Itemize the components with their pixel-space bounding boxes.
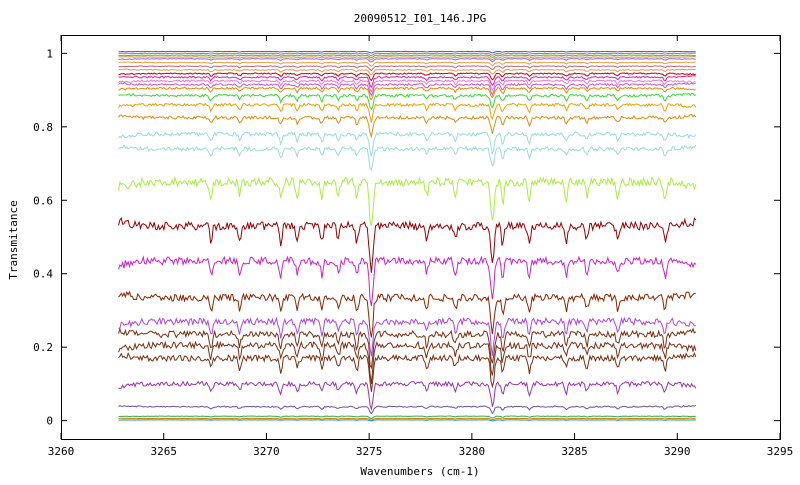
x-tick-label: 3280	[459, 445, 486, 458]
series-line	[118, 216, 697, 273]
series-line	[118, 54, 696, 59]
x-tick-label: 3275	[356, 445, 383, 458]
series-line	[118, 340, 697, 385]
series-line	[118, 404, 697, 415]
series-line	[118, 113, 697, 139]
y-tick-label: 0	[46, 415, 53, 428]
series-line	[118, 75, 696, 89]
series-line	[118, 327, 697, 370]
chart-title: 20090512_I01_146.JPG	[354, 12, 486, 25]
x-axis: 3260 3265 3270 3275 3280 3285 3290 3295	[48, 35, 794, 458]
series-line	[118, 175, 697, 226]
series-line	[118, 58, 696, 63]
y-axis-label: Transmitance	[7, 200, 20, 279]
series-line	[118, 131, 697, 157]
y-tick-label: 0.2	[33, 341, 53, 354]
series-line	[118, 65, 696, 72]
series-line	[118, 50, 696, 54]
series-line	[118, 82, 696, 97]
plot-frame	[61, 35, 781, 440]
series-line	[118, 144, 697, 172]
series-line	[118, 290, 696, 338]
y-tick-label: 0.6	[33, 194, 53, 207]
series-line	[118, 86, 696, 101]
x-tick-label: 3260	[48, 445, 75, 458]
series-line	[118, 102, 697, 123]
y-tick-label: 1	[46, 47, 53, 60]
y-axis: 0 0.2 0.4 0.6 0.8 1	[33, 47, 780, 428]
series-line	[118, 255, 697, 307]
series-line	[118, 68, 696, 76]
x-axis-label: Wavenumbers (cm-1)	[360, 465, 479, 478]
series-line	[118, 52, 696, 57]
series-group	[118, 50, 697, 422]
series-line	[118, 419, 696, 422]
x-tick-label: 3285	[561, 445, 588, 458]
series-line	[118, 61, 696, 68]
series-line	[118, 56, 696, 61]
series-line	[118, 417, 696, 421]
series-line	[118, 380, 697, 412]
series-line	[118, 351, 697, 392]
x-tick-label: 3290	[664, 445, 691, 458]
series-line	[118, 79, 696, 93]
series-line	[118, 72, 697, 82]
series-line	[118, 415, 696, 420]
x-tick-label: 3295	[767, 445, 794, 458]
series-line	[118, 92, 696, 111]
y-tick-label: 0.8	[33, 121, 53, 134]
x-tick-label: 3270	[253, 445, 280, 458]
x-tick-label: 3265	[150, 445, 177, 458]
y-tick-label: 0.4	[33, 268, 53, 281]
series-line	[118, 316, 696, 357]
